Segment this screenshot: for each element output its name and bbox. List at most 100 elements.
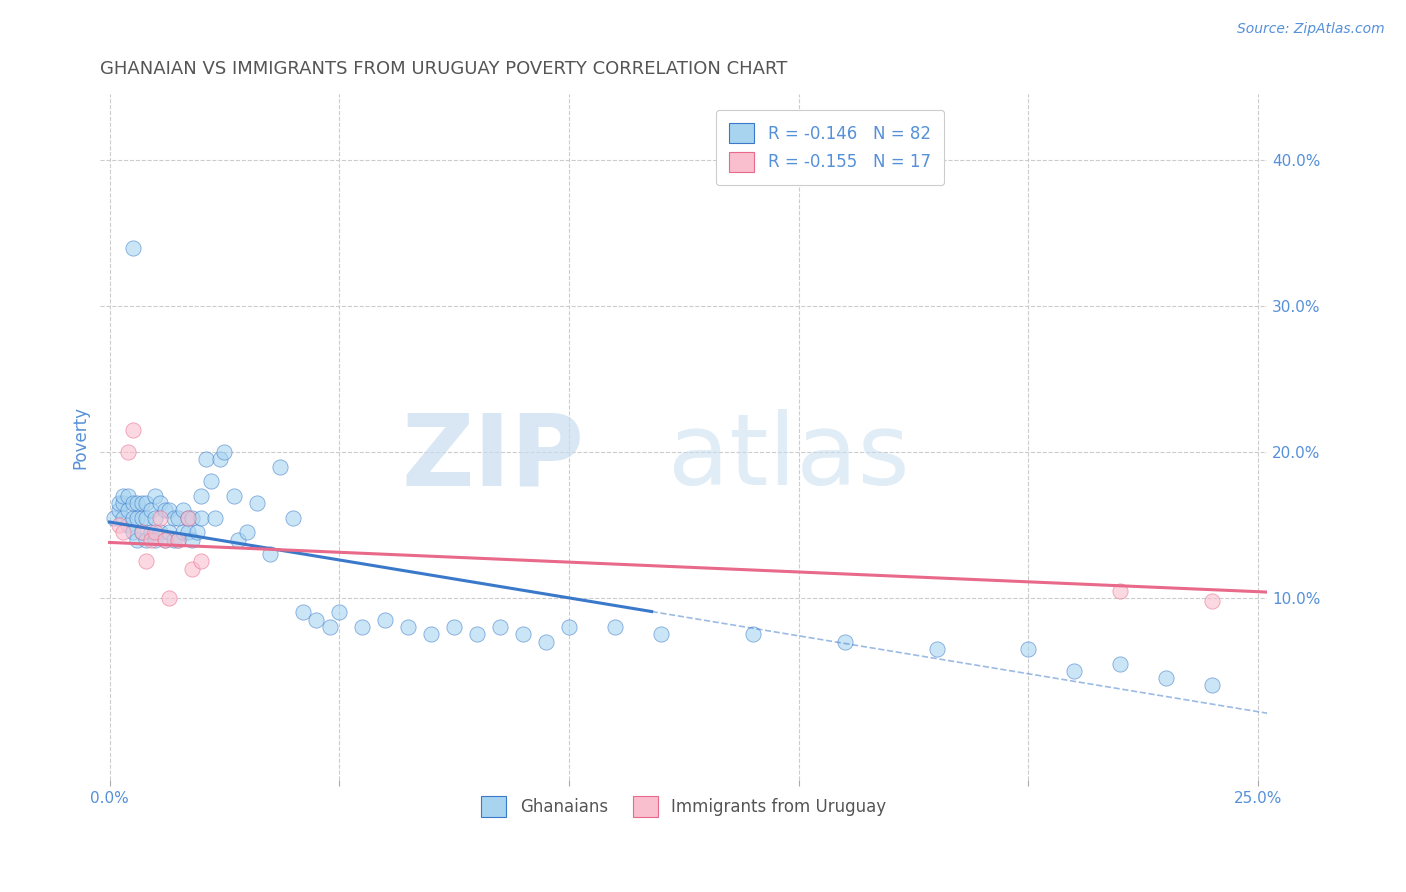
Y-axis label: Poverty: Poverty bbox=[72, 406, 89, 469]
Point bbox=[127, 496, 149, 510]
Point bbox=[139, 533, 162, 547]
Point bbox=[157, 525, 180, 540]
Point bbox=[1201, 678, 1223, 692]
Point bbox=[127, 510, 149, 524]
Point bbox=[112, 496, 135, 510]
Point bbox=[172, 503, 194, 517]
Point bbox=[420, 627, 443, 641]
Point bbox=[117, 489, 139, 503]
Point bbox=[328, 606, 350, 620]
Point bbox=[145, 510, 167, 524]
Point bbox=[139, 503, 162, 517]
Point bbox=[558, 620, 581, 634]
Point bbox=[222, 489, 245, 503]
Point bbox=[131, 510, 153, 524]
Point bbox=[121, 525, 143, 540]
Point bbox=[226, 533, 249, 547]
Point bbox=[117, 517, 139, 532]
Text: GHANAIAN VS IMMIGRANTS FROM URUGUAY POVERTY CORRELATION CHART: GHANAIAN VS IMMIGRANTS FROM URUGUAY POVE… bbox=[100, 60, 787, 78]
Point bbox=[112, 525, 135, 540]
Point bbox=[245, 496, 267, 510]
Point bbox=[1201, 594, 1223, 608]
Point bbox=[650, 627, 672, 641]
Point bbox=[443, 620, 465, 634]
Point bbox=[396, 620, 419, 634]
Point bbox=[107, 517, 129, 532]
Point bbox=[121, 423, 143, 437]
Point bbox=[1154, 671, 1177, 685]
Point bbox=[603, 620, 626, 634]
Point bbox=[176, 510, 198, 524]
Legend: Ghanaians, Immigrants from Uruguay: Ghanaians, Immigrants from Uruguay bbox=[475, 789, 893, 823]
Point bbox=[181, 562, 204, 576]
Point bbox=[741, 627, 763, 641]
Point bbox=[1109, 657, 1132, 671]
Point bbox=[149, 496, 172, 510]
Point bbox=[181, 510, 204, 524]
Point bbox=[153, 503, 176, 517]
Point bbox=[135, 533, 157, 547]
Point bbox=[186, 525, 208, 540]
Point bbox=[1063, 664, 1085, 678]
Point bbox=[352, 620, 374, 634]
Point bbox=[135, 510, 157, 524]
Point bbox=[163, 533, 186, 547]
Point bbox=[195, 452, 218, 467]
Point bbox=[121, 496, 143, 510]
Point bbox=[117, 445, 139, 459]
Point bbox=[208, 452, 231, 467]
Point bbox=[131, 525, 153, 540]
Point bbox=[153, 533, 176, 547]
Point bbox=[167, 533, 190, 547]
Text: atlas: atlas bbox=[668, 409, 910, 507]
Point bbox=[200, 474, 222, 488]
Point bbox=[176, 525, 198, 540]
Point bbox=[153, 533, 176, 547]
Point bbox=[1017, 642, 1039, 657]
Point bbox=[167, 533, 190, 547]
Point bbox=[269, 459, 291, 474]
Point bbox=[925, 642, 948, 657]
Text: ZIP: ZIP bbox=[402, 409, 585, 507]
Point bbox=[319, 620, 342, 634]
Point bbox=[139, 525, 162, 540]
Point bbox=[157, 503, 180, 517]
Point bbox=[149, 510, 172, 524]
Point bbox=[112, 489, 135, 503]
Point bbox=[190, 554, 212, 568]
Point bbox=[121, 241, 143, 255]
Point bbox=[181, 533, 204, 547]
Point bbox=[135, 554, 157, 568]
Point bbox=[145, 525, 167, 540]
Point bbox=[149, 525, 172, 540]
Point bbox=[834, 634, 856, 648]
Point bbox=[291, 606, 314, 620]
Point bbox=[512, 627, 534, 641]
Point bbox=[127, 533, 149, 547]
Point bbox=[190, 510, 212, 524]
Point bbox=[145, 533, 167, 547]
Point bbox=[117, 503, 139, 517]
Point bbox=[145, 489, 167, 503]
Point bbox=[1109, 583, 1132, 598]
Text: Source: ZipAtlas.com: Source: ZipAtlas.com bbox=[1237, 22, 1385, 37]
Point bbox=[121, 510, 143, 524]
Point bbox=[107, 496, 129, 510]
Point bbox=[374, 613, 396, 627]
Point bbox=[167, 510, 190, 524]
Point bbox=[157, 591, 180, 605]
Point bbox=[135, 496, 157, 510]
Point bbox=[283, 510, 305, 524]
Point bbox=[172, 525, 194, 540]
Point bbox=[259, 547, 281, 561]
Point bbox=[107, 503, 129, 517]
Point bbox=[305, 613, 328, 627]
Point bbox=[112, 510, 135, 524]
Point bbox=[131, 525, 153, 540]
Point bbox=[534, 634, 557, 648]
Point bbox=[465, 627, 488, 641]
Point bbox=[176, 510, 198, 524]
Point bbox=[103, 510, 125, 524]
Point bbox=[190, 489, 212, 503]
Point bbox=[131, 496, 153, 510]
